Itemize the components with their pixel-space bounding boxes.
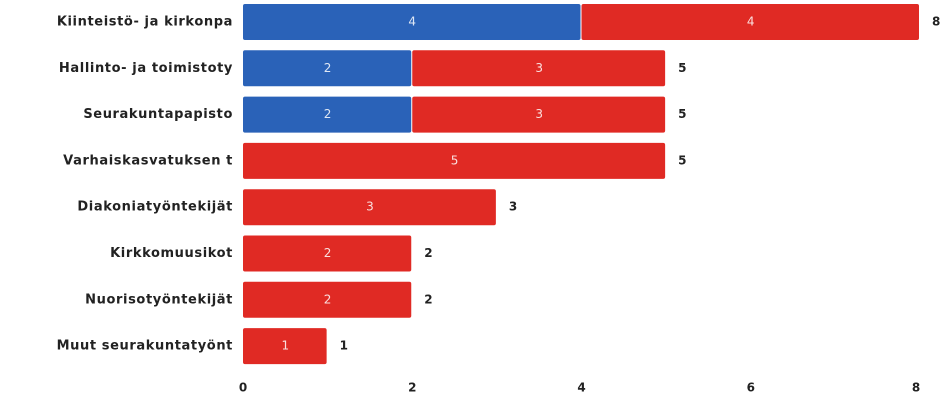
bar-segment (581, 4, 919, 40)
bar-segment (243, 235, 412, 272)
total-labels: 8 5 5 5 3 2 2 1 (340, 15, 941, 353)
bar-segment-value: 4 (408, 15, 416, 29)
category-label: Kiinteistö- ja kirkonpa (57, 15, 233, 30)
category-label: Varhaiskasvatuksen t (63, 153, 233, 168)
bar-segment (243, 189, 496, 226)
x-tick-label: 8 (912, 381, 920, 395)
bar-segment-value: 3 (535, 107, 543, 121)
category-label: Hallinto- ja toimistoty (59, 61, 233, 76)
x-tick-label: 0 (239, 381, 247, 395)
bar-segment-value: 1 (281, 339, 289, 353)
bar-total-label: 5 (678, 107, 686, 121)
category-labels: Kiinteistö- ja kirkonpa Hallinto- ja toim… (57, 15, 233, 354)
category-label: Seurakuntapapisto (83, 107, 233, 122)
bar-segment-value: 5 (451, 153, 459, 167)
bar-segment-value: 3 (366, 200, 374, 214)
bar-total-label: 3 (509, 200, 517, 214)
bar-segment-value: 2 (324, 292, 332, 306)
bar-total-label: 5 (678, 153, 686, 167)
bar-segment-value: 2 (324, 61, 332, 75)
bar-total-label: 8 (932, 15, 940, 29)
bar-segment (243, 281, 412, 318)
x-tick-label: 4 (577, 381, 585, 395)
bars: 4 4 2 3 2 3 5 3 2 2 1 (243, 4, 919, 365)
bar-segment-value: 2 (324, 246, 332, 260)
category-label: Muut seurakuntatyönt (57, 339, 233, 354)
bar-segment (243, 96, 412, 133)
bar-segment-value: 2 (324, 107, 332, 121)
bar-segment-value: 3 (535, 61, 543, 75)
bar-total-label: 5 (678, 61, 686, 75)
bar-segment (243, 50, 412, 87)
bar-segment (243, 328, 327, 365)
x-tick-label: 2 (408, 381, 416, 395)
bar-total-label: 1 (340, 339, 348, 353)
bar-segment (243, 4, 581, 40)
bar-segment (412, 50, 666, 87)
bar-total-label: 2 (424, 246, 432, 260)
bar-segment-value: 4 (747, 15, 755, 29)
category-label: Diakoniatyöntekijät (77, 200, 233, 215)
category-label: Kirkkomuusikot (110, 246, 233, 261)
bar-total-label: 2 (424, 292, 432, 306)
x-axis-tick-labels: 0 2 4 6 8 (239, 381, 920, 395)
category-label: Nuorisotyöntekijät (85, 292, 233, 307)
bar-segment (243, 142, 666, 179)
bar-segment (412, 96, 666, 133)
x-tick-label: 6 (747, 381, 755, 395)
